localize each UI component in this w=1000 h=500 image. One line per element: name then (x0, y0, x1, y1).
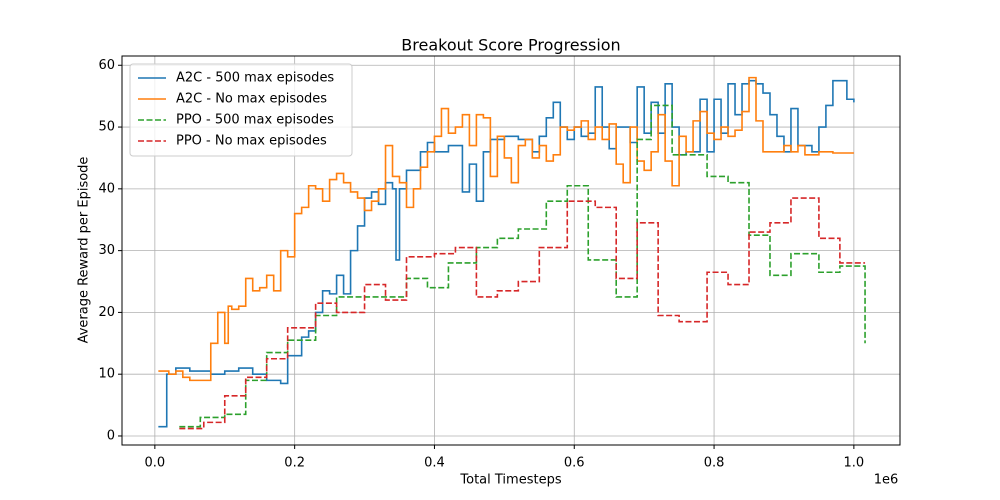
chart-title: Breakout Score Progression (401, 36, 620, 55)
x-offset-label: 1e6 (874, 473, 899, 488)
legend-label: A2C - No max episodes (176, 92, 327, 107)
legend-label: PPO - No max episodes (176, 134, 327, 149)
x-tick-label: 0.8 (704, 456, 725, 471)
x-tick-label: 0.4 (424, 456, 445, 471)
y-tick-label: 60 (98, 58, 115, 73)
y-tick-label: 10 (98, 367, 115, 382)
legend-label: PPO - 500 max episodes (176, 113, 334, 128)
y-tick-label: 20 (98, 305, 115, 320)
legend-box (129, 63, 353, 157)
legend-label: A2C - 500 max episodes (176, 71, 334, 86)
series-line (179, 197, 866, 430)
y-tick-label: 0 (107, 428, 115, 443)
y-tick-label: 40 (98, 181, 115, 196)
y-tick-label: 30 (98, 243, 115, 258)
plot-frame (121, 55, 901, 446)
x-tick-label: 0.2 (284, 456, 305, 471)
y-tick-label: 50 (98, 120, 115, 135)
x-tick-label: 0.6 (564, 456, 585, 471)
x-axis-label: Total Timesteps (459, 473, 561, 488)
x-tick-label: 0.0 (145, 456, 166, 471)
series-line (158, 76, 854, 382)
x-tick-label: 1.0 (844, 456, 865, 471)
y-axis-label: Average Reward per Episode (77, 157, 92, 344)
